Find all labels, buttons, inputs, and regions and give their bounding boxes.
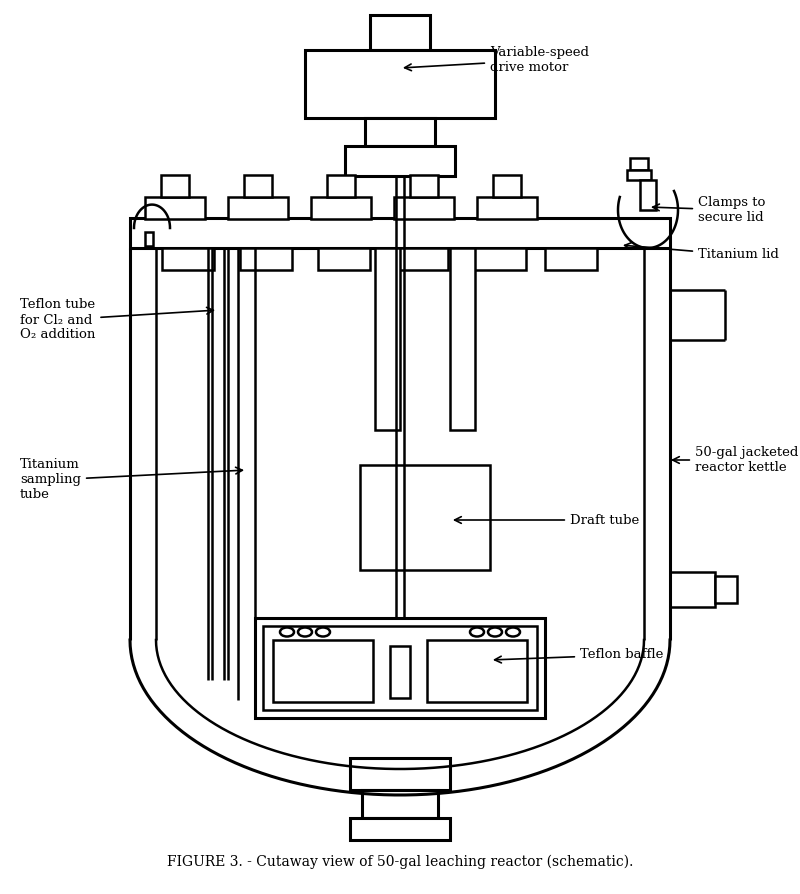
Bar <box>240 248 292 270</box>
Bar <box>362 790 438 818</box>
Bar <box>255 618 545 718</box>
Bar <box>427 640 527 702</box>
Bar <box>715 576 737 603</box>
Bar <box>145 232 153 246</box>
Text: Teflon baffle: Teflon baffle <box>494 648 663 663</box>
Bar <box>365 118 435 146</box>
Text: Clamps to
secure lid: Clamps to secure lid <box>653 196 766 224</box>
Bar <box>474 248 526 270</box>
Bar <box>145 197 205 219</box>
Bar <box>244 175 272 197</box>
Text: Titanium
sampling
tube: Titanium sampling tube <box>20 459 242 502</box>
Bar <box>162 248 214 270</box>
Bar <box>390 646 410 698</box>
Bar <box>394 197 454 219</box>
Bar <box>396 248 448 270</box>
Ellipse shape <box>298 628 312 637</box>
Bar <box>627 170 651 180</box>
Bar <box>130 218 670 248</box>
Text: Draft tube: Draft tube <box>454 513 639 527</box>
Bar <box>228 197 288 219</box>
Bar <box>477 197 537 219</box>
Bar <box>161 175 189 197</box>
Text: Titanium lid: Titanium lid <box>625 242 779 262</box>
Bar <box>450 248 475 430</box>
Ellipse shape <box>470 628 484 637</box>
Text: 50-gal jacketed
reactor kettle: 50-gal jacketed reactor kettle <box>673 446 798 474</box>
Bar <box>375 248 400 430</box>
Ellipse shape <box>506 628 520 637</box>
Bar <box>311 197 371 219</box>
Bar <box>493 175 521 197</box>
Ellipse shape <box>316 628 330 637</box>
Text: Variable-speed
drive motor: Variable-speed drive motor <box>405 46 589 74</box>
Bar <box>670 572 715 607</box>
Bar <box>370 15 430 50</box>
Bar <box>630 158 648 170</box>
Bar <box>360 465 490 570</box>
Bar <box>350 818 450 840</box>
Bar <box>305 50 495 118</box>
Bar <box>263 626 537 710</box>
Bar <box>345 146 455 176</box>
Text: Teflon tube
for Cl₂ and
O₂ addition: Teflon tube for Cl₂ and O₂ addition <box>20 299 214 342</box>
Ellipse shape <box>488 628 502 637</box>
Ellipse shape <box>280 628 294 637</box>
Bar <box>327 175 355 197</box>
Text: FIGURE 3. - Cutaway view of 50-gal leaching reactor (schematic).: FIGURE 3. - Cutaway view of 50-gal leach… <box>167 855 633 869</box>
Bar <box>640 180 656 210</box>
Bar <box>350 758 450 790</box>
Bar <box>273 640 373 702</box>
Bar <box>318 248 370 270</box>
Bar <box>410 175 438 197</box>
Bar <box>545 248 597 270</box>
